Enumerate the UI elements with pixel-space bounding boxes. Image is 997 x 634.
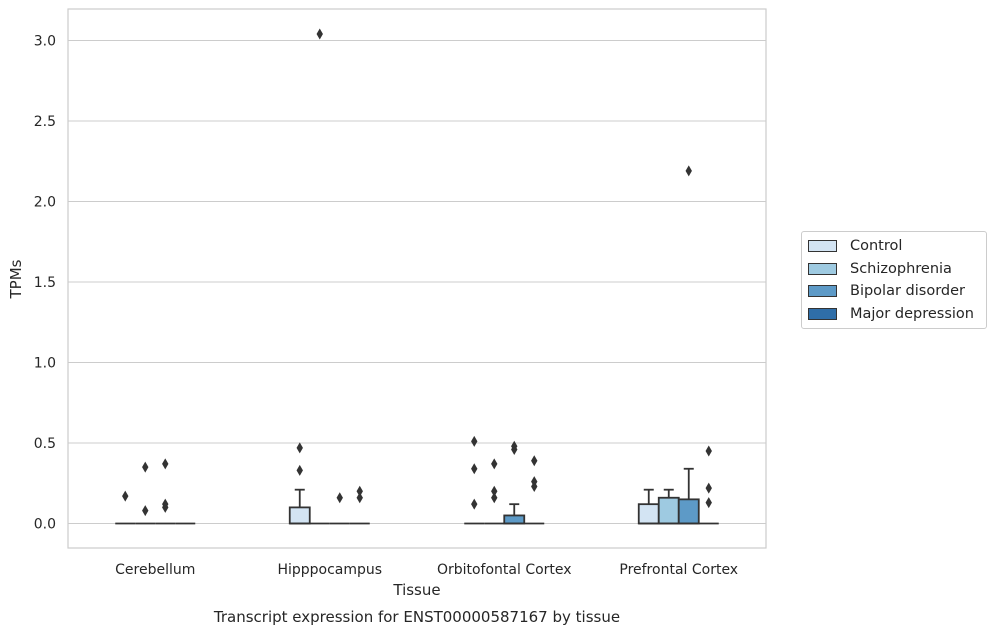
outlier-point [316,28,323,40]
box-body [288,506,311,525]
outlier-point [531,455,538,467]
outlier-point [491,492,498,504]
box-control [637,488,660,525]
legend-label-control: Control [850,238,903,255]
outlier-point [296,442,303,454]
y-tick-label: 1.5 [34,275,56,291]
y-tick-label: 1.0 [34,356,56,372]
x-tick-label: Hipppocampus [277,562,382,578]
legend-item-control: Control [802,235,986,258]
box-body [637,503,660,525]
legend-swatch-bipolar-disorder [808,285,837,298]
box-bipolar-disorder [503,503,526,525]
outlier-point [511,440,518,452]
box-layer [115,467,719,525]
y-tick-label: 2.0 [34,195,56,211]
outlier-point [491,485,498,497]
outlier-point [471,435,478,447]
y-axis-label: TPMs [7,259,25,299]
box-body [677,498,700,525]
x-tick-labels: Cerebellum Hipppocampus Orbitofontal Corte… [115,562,738,578]
legend-label-major-depression: Major depression [850,305,974,322]
outlier-point [685,165,692,177]
box-body [503,514,526,525]
y-tick-labels: 0.0 0.5 1.0 1.5 2.0 2.5 3.0 [34,34,56,533]
y-tick-label: 0.5 [34,436,56,452]
y-tick-label: 0.0 [34,517,56,533]
legend-label-bipolar-disorder: Bipolar disorder [850,283,965,300]
outlier-point [296,464,303,476]
legend-swatch-major-depression [808,307,837,320]
legend-swatch-control [808,240,837,253]
box-control [288,488,311,525]
outlier-point [122,490,129,502]
y-tick-label: 3.0 [34,34,56,50]
x-tick-label: Prefrontal Cortex [619,562,738,578]
outlier-point [356,492,363,504]
outlier-point [162,498,169,510]
legend-swatch-schizophrenia [808,262,837,275]
outlier-point [705,497,712,509]
outlier-point [142,461,149,473]
flier-layer [122,28,712,517]
x-axis-label: Tissue [392,581,440,599]
outlier-point [705,482,712,494]
x-tick-label: Cerebellum [115,562,195,578]
outlier-point [531,476,538,488]
box-bipolar-disorder [677,467,700,525]
grid-layer [68,39,766,525]
outlier-point [705,445,712,457]
outlier-point [471,498,478,510]
legend-item-bipolar-disorder: Bipolar disorder [802,280,986,303]
box-schizophrenia [657,488,680,525]
legend: Control Schizophrenia Bipolar disorder M… [801,231,987,329]
chart-title: Transcript expression for ENST0000058716… [213,608,620,626]
box-body [657,496,680,525]
outlier-point [162,458,169,470]
outlier-point [356,485,363,497]
plot-frame [67,8,767,549]
outlier-point [471,463,478,475]
x-tick-label: Orbitofontal Cortex [437,562,572,578]
legend-item-major-depression: Major depression [802,303,986,326]
legend-label-schizophrenia: Schizophrenia [850,260,952,277]
y-tick-label: 2.5 [34,114,56,130]
outlier-point [491,458,498,470]
outlier-point [142,505,149,517]
outlier-point [336,492,343,504]
legend-item-schizophrenia: Schizophrenia [802,258,986,281]
